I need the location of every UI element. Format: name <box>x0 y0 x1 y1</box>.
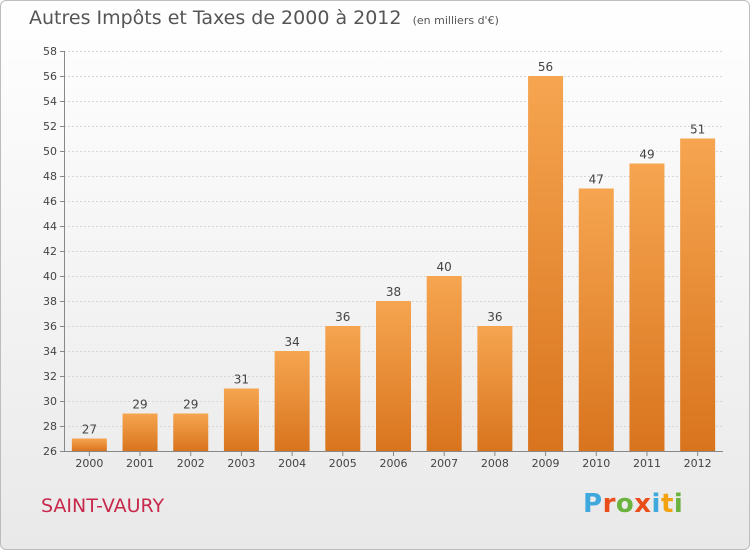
x-tick-label-2004: 2004 <box>278 457 306 470</box>
data-label-2004: 34 <box>284 335 299 349</box>
bar-2001 <box>122 413 158 451</box>
y-tick-label: 36 <box>43 320 57 333</box>
brand-logo: Proxiti <box>583 489 683 519</box>
brand-letter: o <box>615 489 635 519</box>
chart-unit-note: (en milliers d'€) <box>412 14 499 27</box>
data-label-2002: 29 <box>183 398 198 412</box>
y-tick-label: 44 <box>43 220 57 233</box>
x-tick-label-2008: 2008 <box>481 457 509 470</box>
bar-2005 <box>325 326 361 451</box>
data-label-2005: 36 <box>335 310 350 324</box>
x-tick-label-2011: 2011 <box>633 457 661 470</box>
bar-2011 <box>629 163 665 451</box>
x-tick-label-2012: 2012 <box>684 457 712 470</box>
y-tick-label: 38 <box>43 295 57 308</box>
brand-letter: t <box>660 489 674 519</box>
bar-2002 <box>173 413 209 451</box>
x-tick-label-2007: 2007 <box>430 457 458 470</box>
y-tick-label: 52 <box>43 120 57 133</box>
brand-letter: i <box>651 489 661 519</box>
x-tick-label-2003: 2003 <box>227 457 255 470</box>
y-tick-label: 56 <box>43 70 57 83</box>
x-tick-label-2001: 2001 <box>126 457 154 470</box>
y-tick-label: 40 <box>43 270 57 283</box>
x-tick-label-2000: 2000 <box>75 457 103 470</box>
data-label-2006: 38 <box>386 285 401 299</box>
data-label-2012: 51 <box>690 123 705 137</box>
y-tick-label: 58 <box>43 45 57 58</box>
bar-2004 <box>274 351 310 451</box>
data-label-2011: 49 <box>639 148 654 162</box>
axes <box>60 51 723 456</box>
data-label-2010: 47 <box>589 173 604 187</box>
y-tick-label: 28 <box>43 420 57 433</box>
x-tick-label-2010: 2010 <box>582 457 610 470</box>
brand-letter: r <box>602 489 616 519</box>
brand-letter: i <box>673 489 684 519</box>
brand-letter: P <box>583 489 603 519</box>
labels: 26 28 30 32 34 36 38 40 42 44 46 48 50 52 54 56 58 27 2000… <box>43 45 712 470</box>
bar-2008 <box>477 326 513 451</box>
data-label-2008: 36 <box>487 310 502 324</box>
y-tick-label: 54 <box>43 95 57 108</box>
bar-2007 <box>426 276 462 451</box>
bar-2006 <box>376 301 411 451</box>
y-tick-label: 32 <box>43 370 57 383</box>
y-tick-label: 26 <box>43 445 57 458</box>
y-tick-label: 46 <box>43 195 57 208</box>
data-label-2007: 40 <box>437 260 452 274</box>
bar-2012 <box>680 138 716 451</box>
data-label-2009: 56 <box>538 60 553 74</box>
brand-letter: x <box>634 489 652 519</box>
bar-2003 <box>223 388 259 451</box>
data-label-2003: 31 <box>234 373 249 387</box>
y-tick-label: 48 <box>43 170 57 183</box>
y-tick-label: 34 <box>43 345 57 358</box>
x-tick-label-2006: 2006 <box>380 457 408 470</box>
y-tick-label: 50 <box>43 145 57 158</box>
data-label-2001: 29 <box>132 398 147 412</box>
bars <box>71 76 716 451</box>
x-tick-label-2005: 2005 <box>329 457 357 470</box>
x-tick-label-2002: 2002 <box>177 457 205 470</box>
y-tick-label: 30 <box>43 395 57 408</box>
chart-title: Autres Impôts et Taxes de 2000 à 2012 <box>29 7 402 29</box>
bar-2000 <box>71 438 107 451</box>
title-block: Autres Impôts et Taxes de 2000 à 2012 (e… <box>29 7 499 29</box>
commune-name: SAINT-VAURY <box>41 495 165 517</box>
x-tick-label-2009: 2009 <box>532 457 560 470</box>
data-label-2000: 27 <box>82 423 97 437</box>
bar-2009 <box>528 76 564 451</box>
y-tick-label: 42 <box>43 245 57 258</box>
bar-2010 <box>578 188 614 451</box>
